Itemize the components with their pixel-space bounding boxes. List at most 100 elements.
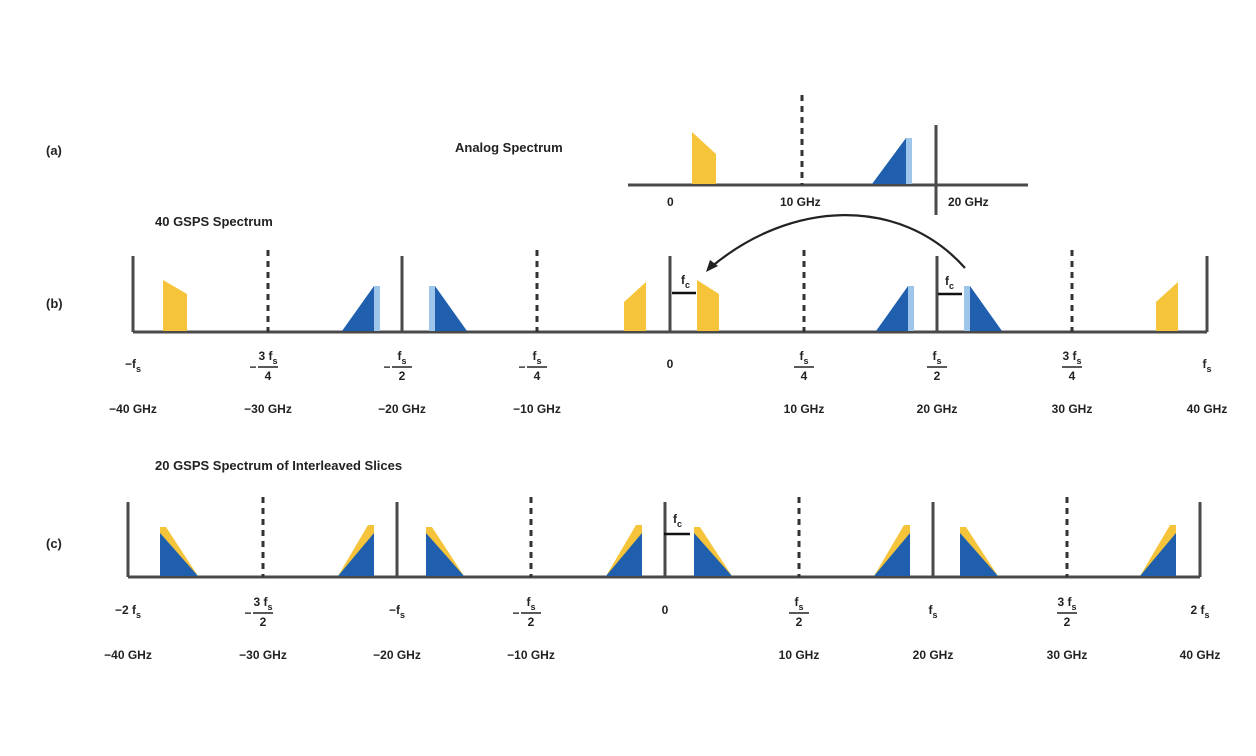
tick-sign: − xyxy=(249,360,256,374)
yellow-image-band xyxy=(163,280,187,331)
panel-a-tick-20: 20 GHz xyxy=(948,195,989,209)
tick-symbol: −fs xyxy=(389,603,405,620)
panel-a-yellow-band xyxy=(692,132,716,184)
blue-composite-band xyxy=(426,533,464,576)
tick-numerator: 3 fs xyxy=(1062,349,1081,366)
tick-value: 20 GHz xyxy=(917,402,958,416)
blue-composite-band xyxy=(960,533,998,576)
tick-numerator: 3 fs xyxy=(1057,595,1076,612)
alias-curved-arrow xyxy=(709,214,966,269)
tick-denominator: 4 xyxy=(1069,369,1076,383)
yellow-image-band xyxy=(1156,282,1178,331)
blue-image-band xyxy=(876,286,914,331)
tick-symbol: −fs xyxy=(125,357,141,374)
panel-c-label: (c) xyxy=(46,536,62,551)
tick-numerator: fs xyxy=(799,349,808,366)
tick-symbol: fs xyxy=(1202,357,1211,374)
panel-a-label: (a) xyxy=(46,143,62,158)
tick-value: 30 GHz xyxy=(1052,402,1093,416)
panel-b-title: 40 GSPS Spectrum xyxy=(155,214,273,229)
tick-label: 0 xyxy=(667,357,674,371)
tick-label: 3 fs 4 30 GHz xyxy=(1052,349,1093,416)
tick-label: −fs −40 GHz xyxy=(109,357,157,416)
blue-band-edge xyxy=(964,286,970,331)
tick-symbol: 2 fs xyxy=(1190,603,1209,620)
panel-a-blue-band-edge xyxy=(906,138,912,184)
alias-arrowhead xyxy=(706,260,718,272)
panel-a-tick-0: 0 xyxy=(667,195,674,209)
panel-b-shift-marker-right: fc xyxy=(938,274,962,296)
tick-numerator: fs xyxy=(794,595,803,612)
tick-value: −10 GHz xyxy=(513,402,561,416)
blue-composite-band xyxy=(160,533,198,576)
tick-value: 40 GHz xyxy=(1180,648,1221,662)
tick-symbol: fs xyxy=(928,603,937,620)
panel-b-gridlines xyxy=(131,250,1209,332)
tick-numerator: 3 fs xyxy=(258,349,277,366)
tick-denominator: 2 xyxy=(1064,615,1071,629)
tick-value: 30 GHz xyxy=(1047,648,1088,662)
tick-value: −10 GHz xyxy=(507,648,555,662)
tick-label: 3 fs 2− −30 GHz xyxy=(239,595,287,662)
blue-composite-band xyxy=(694,533,732,576)
tick-value: −30 GHz xyxy=(244,402,292,416)
panel-c-shift-marker: fc xyxy=(664,512,690,536)
tick-value: −40 GHz xyxy=(109,402,157,416)
blue-composite-band xyxy=(338,533,374,576)
tick-label: fs 2 10 GHz xyxy=(779,595,820,662)
tick-value: 10 GHz xyxy=(779,648,820,662)
tick-sign: − xyxy=(383,360,390,374)
tick-numerator: fs xyxy=(397,349,406,366)
tick-label: −fs −20 GHz xyxy=(373,603,421,662)
tick-label: fs 4− −10 GHz xyxy=(513,349,561,416)
tick-denominator: 4 xyxy=(265,369,272,383)
blue-band-edge xyxy=(908,286,914,331)
tick-value: 10 GHz xyxy=(784,402,825,416)
panel-a: (a) Analog Spectrum 0 10 GHz 20 GHz xyxy=(46,95,1028,215)
tick-label: 0 xyxy=(662,603,669,617)
tick-label: 3 fs 4− −30 GHz xyxy=(244,349,292,416)
shift-label: fc xyxy=(673,512,682,529)
panel-b-shift-marker-left: fc xyxy=(672,273,696,295)
tick-label: fs 40 GHz xyxy=(1187,357,1228,416)
panel-c-bands xyxy=(160,525,1176,576)
tick-numerator: 3 fs xyxy=(253,595,272,612)
blue-composite-band xyxy=(1140,533,1176,576)
blue-mirror-band xyxy=(964,286,1002,331)
tick-value: 40 GHz xyxy=(1187,402,1228,416)
tick-numerator: fs xyxy=(532,349,541,366)
blue-composite-band xyxy=(606,533,642,576)
panel-b-label: (b) xyxy=(46,296,63,311)
panel-a-tick-10: 10 GHz xyxy=(780,195,821,209)
tick-value: −20 GHz xyxy=(373,648,421,662)
yellow-image-band xyxy=(697,280,719,331)
tick-denominator: 2 xyxy=(260,615,267,629)
blue-composite-band xyxy=(874,533,910,576)
blue-mirror-band xyxy=(429,286,467,331)
tick-label: −2 fs −40 GHz xyxy=(104,603,152,662)
panel-b-bands xyxy=(163,280,1178,331)
panel-c-title: 20 GSPS Spectrum of Interleaved Slices xyxy=(155,458,402,473)
tick-label: 3 fs 2 30 GHz xyxy=(1047,595,1088,662)
tick-value: −30 GHz xyxy=(239,648,287,662)
blue-band-edge xyxy=(374,286,380,331)
tick-sign: − xyxy=(512,606,519,620)
shift-label: fc xyxy=(681,273,690,290)
tick-label: 2 fs 40 GHz xyxy=(1180,603,1221,662)
blue-image-band xyxy=(342,286,380,331)
tick-label: fs 2− −10 GHz xyxy=(507,595,555,662)
tick-denominator: 2 xyxy=(528,615,535,629)
panel-a-blue-band xyxy=(872,138,912,184)
yellow-image-band xyxy=(624,282,646,331)
tick-value: −20 GHz xyxy=(378,402,426,416)
tick-denominator: 2 xyxy=(399,369,406,383)
tick-label: fs 2 20 GHz xyxy=(917,349,958,416)
tick-label: fs 20 GHz xyxy=(913,603,954,662)
shift-label: fc xyxy=(945,274,954,291)
panel-c-gridlines xyxy=(126,497,1202,577)
tick-symbol: −2 fs xyxy=(115,603,141,620)
